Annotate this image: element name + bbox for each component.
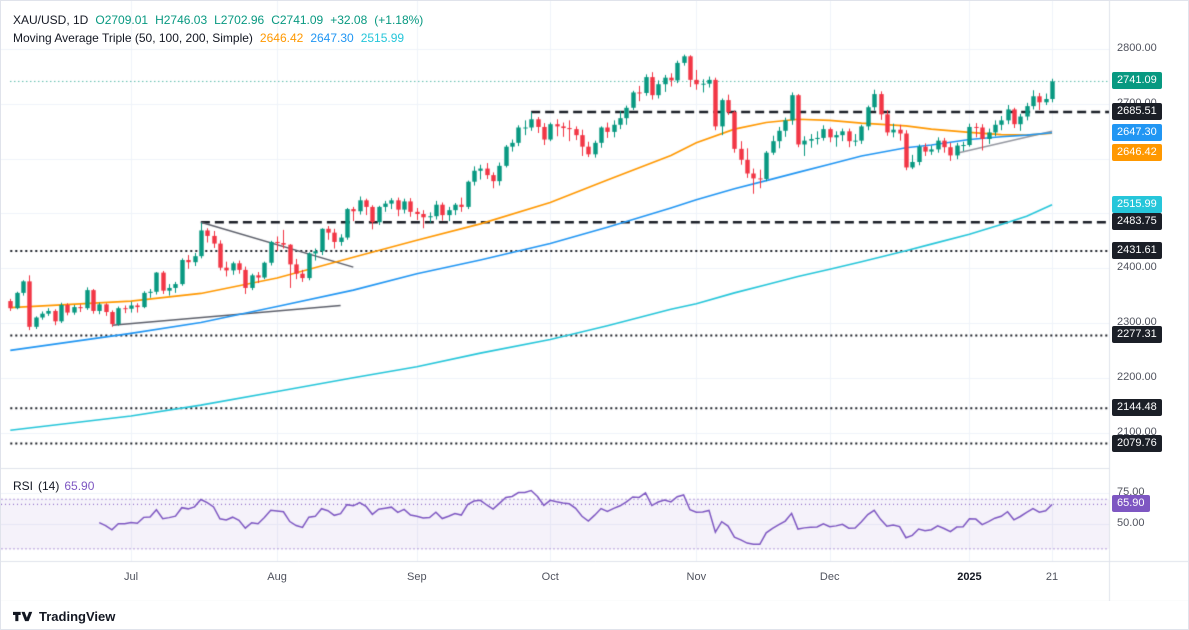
rsi-value: 65.90 [64,479,95,493]
footer-bar: TradingView [1,601,1188,629]
symbol-ohlc-row: XAU/USD, 1D O2709.01 H2746.03 L2702.96 C2741… [13,11,430,29]
ma-indicator-label: Moving Average Triple (50, 100, 200, Sim… [13,31,253,45]
price-badge: 2144.48 [1112,399,1162,417]
rsi-axis-label: 50.00 [1117,517,1145,530]
tradingview-logo-icon [13,611,33,621]
time-axis-label: 21 [1045,571,1059,583]
price-badge: 2647.30 [1112,123,1162,141]
price-badge: 2741.09 [1112,72,1162,90]
price-badge: 2515.99 [1112,195,1162,213]
price-badge: 2079.76 [1112,434,1162,452]
price-badge: 2685.51 [1112,102,1162,120]
rsi-label: RSI [13,479,34,493]
ma-indicator-row: Moving Average Triple (50, 100, 200, Sim… [13,29,430,47]
time-axis-label: Sep [407,571,427,583]
time-axis-label: Nov [686,571,707,583]
rsi-params: (14) [38,479,60,493]
price-axis-label: 2100.00 [1117,425,1157,438]
ohlc-high: H2746.03 [155,13,208,27]
rsi-indicator-legend: RSI (14) 65.90 [13,479,99,493]
time-axis-label: Oct [541,571,559,583]
time-scale[interactable]: Jul Aug Sep Oct Nov Dec 2025 21 [1,561,1188,601]
price-badge: 2483.75 [1112,213,1162,231]
price-scale[interactable]: 2100.002200.002300.002400.002500.002600.… [1109,1,1188,601]
price-axis-label: 2400.00 [1117,261,1157,274]
price-axis-label: 2200.00 [1117,370,1157,383]
ohlc-close: C2741.09 [271,13,324,27]
price-change-percent: (+1.18%) [374,13,424,27]
price-badge: 2277.31 [1112,326,1162,344]
time-axis-label: 2025 [957,571,982,583]
tradingview-brand-text: TradingView [39,608,116,624]
time-axis-label: Jul [123,571,139,583]
ohlc-open: O2709.01 [95,13,149,27]
price-badge: 65.90 [1112,495,1150,513]
price-change: +32.08 [330,13,368,27]
price-badge: 2646.42 [1112,144,1162,162]
ohlc-low: L2702.96 [214,13,265,27]
ma200-value: 2515.99 [360,31,405,45]
time-axis-label: Aug [267,571,287,583]
price-badge: 2431.61 [1112,241,1162,259]
legend: XAU/USD, 1D O2709.01 H2746.03 L2702.96 C2741… [13,11,430,47]
ma50-value: 2646.42 [259,31,304,45]
tradingview-link[interactable]: TradingView [13,609,115,624]
ma100-value: 2647.30 [310,31,354,45]
price-axis-label: 2300.00 [1117,315,1157,328]
price-axis-label: 2800.00 [1117,42,1157,55]
symbol-title: XAU/USD, 1D [13,13,89,27]
rsi-axis-label: 75.00 [1117,486,1145,499]
time-axis-label: Dec [819,571,840,583]
